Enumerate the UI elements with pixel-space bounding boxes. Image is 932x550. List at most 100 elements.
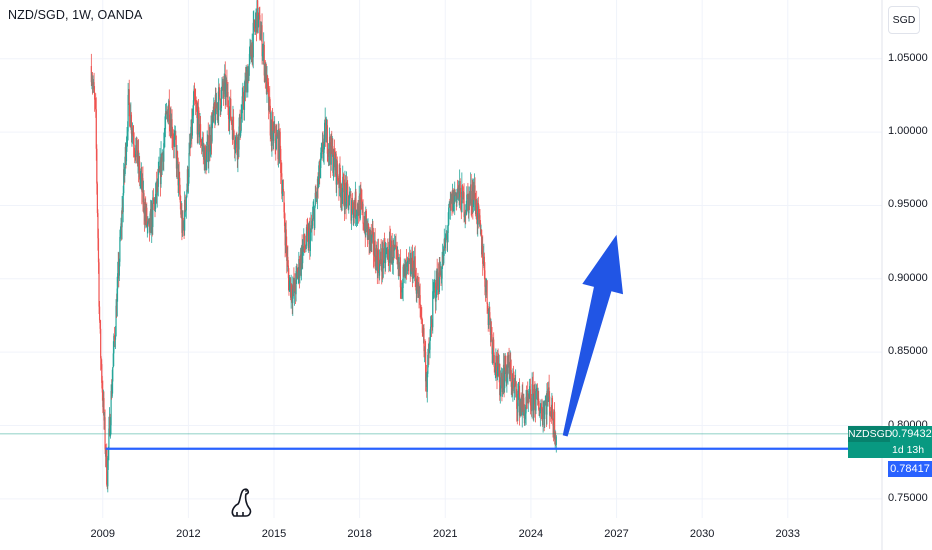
candle xyxy=(142,166,144,212)
candle-body xyxy=(287,265,290,278)
candle-body xyxy=(463,192,465,217)
candle xyxy=(440,266,442,286)
candle-body xyxy=(548,387,550,397)
candle-body xyxy=(342,176,344,180)
candle-body xyxy=(214,94,216,124)
candle-body xyxy=(118,261,120,276)
candle-body xyxy=(309,232,311,251)
candle xyxy=(259,6,261,41)
candle-body xyxy=(188,152,190,178)
candle-body xyxy=(538,409,540,416)
candle-body xyxy=(281,191,283,194)
candle xyxy=(266,74,269,93)
candle-body xyxy=(234,143,236,150)
candle xyxy=(355,188,357,219)
candle-body xyxy=(419,295,421,305)
candle xyxy=(119,229,121,267)
candle xyxy=(445,225,447,243)
candle-body xyxy=(418,285,420,297)
candle-body xyxy=(521,394,523,416)
x-tick-label: 2030 xyxy=(689,528,715,540)
candle-body xyxy=(385,250,387,253)
candle-body xyxy=(227,107,230,119)
candle xyxy=(247,66,249,98)
candle-body xyxy=(114,336,117,340)
candle-body xyxy=(515,381,517,391)
candle xyxy=(171,126,174,151)
candle-body xyxy=(137,150,140,170)
currency-button[interactable]: SGD xyxy=(888,6,920,34)
candle xyxy=(107,446,109,470)
candle-body xyxy=(163,137,165,144)
candle-body xyxy=(222,81,224,91)
candle-body xyxy=(326,125,328,154)
candle xyxy=(528,378,530,399)
candle-body xyxy=(525,396,527,414)
candle xyxy=(200,138,202,146)
candle-body xyxy=(510,361,512,371)
candle-body xyxy=(524,413,527,415)
candle-body xyxy=(286,245,288,261)
candle-body xyxy=(432,291,434,328)
candle-body xyxy=(198,110,200,138)
candle-body xyxy=(136,137,138,164)
tradingview-logo-icon[interactable] xyxy=(228,482,256,518)
candle xyxy=(510,359,512,395)
candle-body xyxy=(489,312,491,320)
candle xyxy=(157,161,159,197)
candle-body xyxy=(478,206,480,218)
candle xyxy=(323,134,325,165)
candle xyxy=(221,77,223,100)
candle-body xyxy=(401,290,403,293)
candle xyxy=(257,7,259,34)
candle-body xyxy=(271,119,273,146)
upward-arrow-annotation xyxy=(562,234,624,437)
candle xyxy=(113,333,115,367)
candle-body xyxy=(517,393,519,395)
last-price-label: NZDSGD 0.79432 1d 13h xyxy=(848,426,932,458)
x-tick-label: 2027 xyxy=(604,528,629,540)
candle-body xyxy=(408,260,410,263)
candle xyxy=(126,126,128,152)
candle-body xyxy=(213,103,215,112)
candle-body xyxy=(109,425,112,436)
candle-body xyxy=(272,128,275,141)
candle-body xyxy=(440,270,442,280)
candle-body xyxy=(449,200,451,207)
candle xyxy=(248,63,250,82)
y-tick-label: 0.90000 xyxy=(888,271,928,284)
candle xyxy=(449,191,451,220)
candle xyxy=(550,407,552,422)
level-price-label: 0.78417 xyxy=(888,461,932,477)
candle-body xyxy=(324,122,326,139)
candle xyxy=(406,261,408,276)
candle-body xyxy=(307,229,309,231)
candle xyxy=(431,315,433,338)
candle-body xyxy=(427,354,429,374)
candle xyxy=(93,72,95,93)
candle-body xyxy=(425,352,427,382)
candle xyxy=(411,244,414,288)
candle xyxy=(123,162,125,196)
candle xyxy=(468,186,470,222)
candle-body xyxy=(519,403,521,416)
candle xyxy=(372,227,375,268)
candle-body xyxy=(363,223,365,226)
candle xyxy=(333,139,336,158)
candle xyxy=(314,205,316,230)
price-label-countdown: 1d 13h xyxy=(892,444,925,456)
candle xyxy=(137,139,140,183)
candle xyxy=(551,395,554,421)
candle xyxy=(185,209,187,217)
candle-body xyxy=(416,289,418,294)
chart-symbol-title[interactable]: NZD/SGD, 1W, OANDA xyxy=(8,8,143,22)
candle-body xyxy=(116,288,118,317)
candle-body xyxy=(439,263,441,276)
candle xyxy=(415,267,417,302)
candle-body xyxy=(269,105,271,136)
candle xyxy=(491,347,494,365)
candle xyxy=(429,316,432,341)
candle-body xyxy=(123,169,125,194)
candle xyxy=(378,249,381,281)
